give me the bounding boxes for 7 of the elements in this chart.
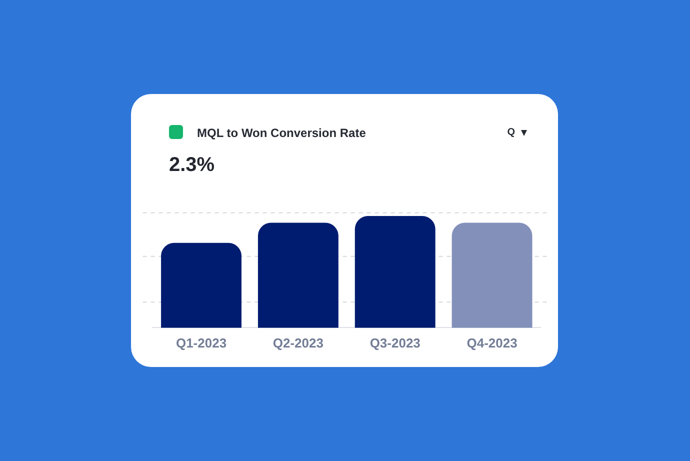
x-tick-label: Q4-2023 xyxy=(466,335,518,350)
chart-subtitle: 2.3% xyxy=(169,153,215,177)
text: Q xyxy=(507,126,515,140)
x-tick-label: Q3-2023 xyxy=(370,335,420,350)
x-tick-label: Q1-2023 xyxy=(176,335,227,350)
x-tick-label: Q2-2023 xyxy=(272,335,324,350)
chart-title: MQL to Won Conversion Rate xyxy=(197,125,366,141)
